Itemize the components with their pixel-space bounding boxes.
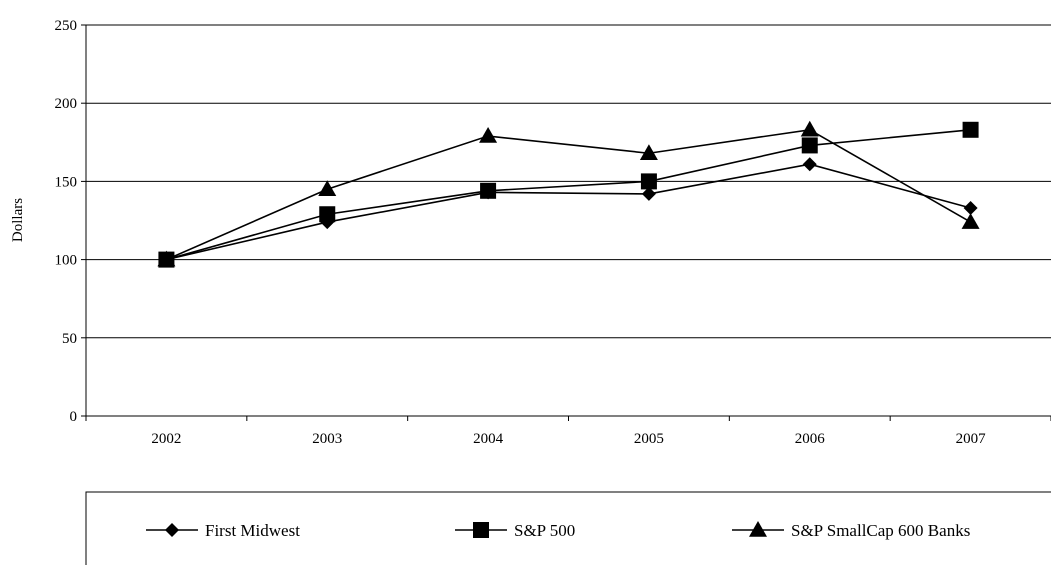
series-square — [158, 121, 979, 268]
data-point-square — [962, 121, 979, 138]
x-tick-label: 2004 — [473, 431, 504, 447]
y-axis-title: Dollars — [10, 198, 26, 242]
y-tick-label: 200 — [55, 96, 78, 112]
series-diamond — [159, 157, 978, 267]
series-line — [166, 128, 971, 261]
y-tick-label: 250 — [55, 18, 78, 34]
x-tick-label: 2002 — [151, 431, 181, 447]
legend-label: S&P 500 — [514, 521, 575, 540]
data-point-square — [801, 137, 818, 154]
x-tick-label: 2007 — [956, 431, 987, 447]
data-point-diamond — [802, 157, 817, 172]
data-point-diamond — [641, 186, 656, 201]
legend-marker-square — [473, 522, 489, 538]
y-tick-label: 50 — [62, 331, 77, 347]
x-tick-label: 2006 — [795, 431, 826, 447]
y-axis-ticks: 0 50 100 150 200 250 — [55, 18, 86, 425]
data-point-triangle — [157, 250, 176, 267]
x-axis-ticks: 2002 2003 2004 2005 2006 2007 — [85, 416, 1051, 447]
y-tick-label: 100 — [55, 253, 78, 269]
x-tick-label: 2003 — [312, 431, 342, 447]
data-point-diamond — [963, 200, 978, 215]
series-line — [166, 128, 971, 261]
legend-entry: First Midwest — [146, 521, 300, 540]
data-point-triangle — [639, 144, 658, 160]
data-point-triangle — [800, 120, 819, 137]
x-tick-label: 2005 — [634, 431, 664, 447]
legend-label: S&P SmallCap 600 Banks — [791, 521, 970, 540]
y-tick-label: 0 — [70, 409, 78, 425]
data-point-square — [640, 173, 657, 190]
data-point-square — [480, 182, 497, 199]
legend-marker-triangle — [749, 521, 767, 537]
data-point-triangle — [961, 213, 980, 229]
y-tick-label: 150 — [55, 174, 78, 190]
series-triangle — [157, 120, 980, 267]
legend: First Midwest S&P 500 S&P SmallCap 600 Ban… — [85, 491, 1051, 565]
legend-entry: S&P SmallCap 600 Banks — [732, 521, 970, 540]
axes — [85, 25, 1051, 417]
legend-label: First Midwest — [205, 521, 300, 540]
legend-box — [85, 491, 1051, 565]
data-point-square — [319, 206, 336, 223]
series-line — [166, 163, 971, 261]
legend-entry: S&P 500 — [455, 521, 575, 540]
gridlines — [86, 24, 1051, 339]
data-point-triangle — [479, 127, 498, 143]
series-group — [157, 120, 980, 268]
data-point-triangle — [318, 180, 337, 196]
legend-marker-diamond — [165, 523, 179, 537]
